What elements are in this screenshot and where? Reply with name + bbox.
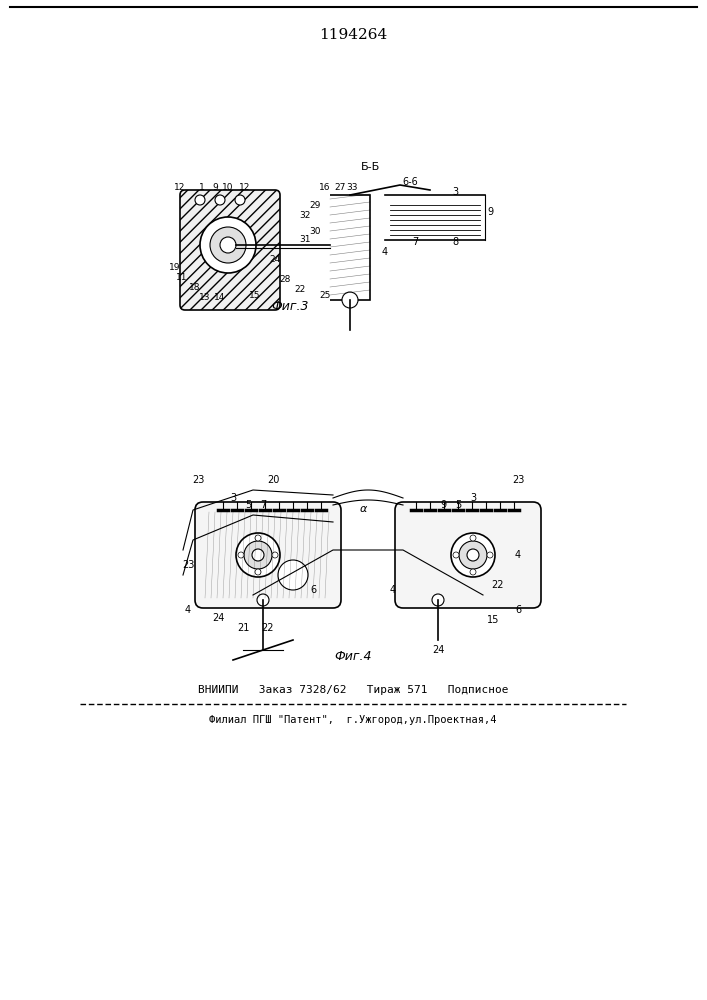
Text: 7: 7: [412, 237, 418, 247]
Text: 23: 23: [512, 475, 524, 485]
Circle shape: [432, 594, 444, 606]
Text: 8: 8: [452, 237, 458, 247]
Text: 19: 19: [169, 263, 181, 272]
Text: 21: 21: [237, 623, 249, 633]
Text: 20: 20: [267, 475, 279, 485]
Circle shape: [244, 541, 272, 569]
Circle shape: [272, 552, 278, 558]
Text: Филиал ПГШ "Патент",  г.Ужгород,ул.Проектная,4: Филиал ПГШ "Патент", г.Ужгород,ул.Проект…: [209, 715, 497, 725]
Text: 24: 24: [432, 645, 444, 655]
Text: Фиг.4: Фиг.4: [334, 650, 372, 663]
Circle shape: [467, 549, 479, 561]
Text: 23: 23: [182, 560, 194, 570]
Circle shape: [470, 569, 476, 575]
Circle shape: [453, 552, 459, 558]
FancyBboxPatch shape: [180, 190, 280, 310]
Circle shape: [459, 541, 487, 569]
Text: Б-Б: Б-Б: [361, 162, 380, 172]
Circle shape: [220, 237, 236, 253]
Text: 16: 16: [320, 184, 331, 192]
Circle shape: [470, 535, 476, 541]
Text: 1194264: 1194264: [319, 28, 387, 42]
Text: 24: 24: [212, 613, 224, 623]
Text: 33: 33: [346, 184, 358, 192]
Circle shape: [255, 569, 261, 575]
Circle shape: [342, 292, 358, 308]
Circle shape: [255, 535, 261, 541]
Text: 10: 10: [222, 184, 234, 192]
Text: 15: 15: [487, 615, 499, 625]
Text: 11: 11: [176, 273, 188, 282]
Circle shape: [252, 549, 264, 561]
Text: 3: 3: [230, 493, 236, 503]
Text: 6-6: 6-6: [402, 177, 418, 187]
Text: 22: 22: [262, 623, 274, 633]
Text: 4: 4: [515, 550, 521, 560]
Text: 9: 9: [212, 184, 218, 192]
Text: 5: 5: [455, 500, 461, 510]
Text: 22: 22: [492, 580, 504, 590]
Text: 4: 4: [382, 247, 388, 257]
Text: ВНИИПИ   Заказ 7328/62   Тираж 571   Подписное: ВНИИПИ Заказ 7328/62 Тираж 571 Подписное: [198, 685, 508, 695]
Text: 9: 9: [440, 500, 446, 510]
FancyBboxPatch shape: [195, 502, 341, 608]
Text: 30: 30: [309, 228, 321, 236]
Text: 4: 4: [185, 605, 191, 615]
Text: 23: 23: [192, 475, 204, 485]
Text: 22: 22: [294, 286, 305, 294]
Text: 9: 9: [487, 207, 493, 217]
Text: Фиг.3: Фиг.3: [271, 300, 309, 313]
Text: 31: 31: [299, 235, 311, 244]
Circle shape: [236, 533, 280, 577]
Text: 28: 28: [279, 275, 291, 284]
Circle shape: [235, 195, 245, 205]
Circle shape: [257, 594, 269, 606]
Circle shape: [210, 227, 246, 263]
Text: 1: 1: [199, 184, 205, 192]
Circle shape: [238, 552, 244, 558]
Text: 25: 25: [320, 290, 331, 300]
Circle shape: [451, 533, 495, 577]
Circle shape: [195, 195, 205, 205]
Text: 6: 6: [310, 585, 316, 595]
Text: 14: 14: [214, 294, 226, 302]
Circle shape: [215, 195, 225, 205]
Text: α: α: [359, 504, 367, 514]
Text: 12: 12: [239, 184, 251, 192]
Circle shape: [487, 552, 493, 558]
Text: 27: 27: [334, 184, 346, 192]
Text: 3: 3: [452, 187, 458, 197]
Text: 7: 7: [260, 500, 266, 510]
Text: 24: 24: [269, 255, 281, 264]
Text: 3: 3: [470, 493, 476, 503]
Text: 4: 4: [390, 585, 396, 595]
Text: 5: 5: [245, 500, 251, 510]
Text: 12: 12: [175, 184, 186, 192]
Text: 18: 18: [189, 284, 201, 292]
Text: 13: 13: [199, 294, 211, 302]
Circle shape: [200, 217, 256, 273]
FancyBboxPatch shape: [395, 502, 541, 608]
Text: 29: 29: [310, 200, 321, 210]
Text: 32: 32: [299, 211, 310, 220]
Text: 15: 15: [250, 290, 261, 300]
Circle shape: [278, 560, 308, 590]
Text: 6: 6: [515, 605, 521, 615]
